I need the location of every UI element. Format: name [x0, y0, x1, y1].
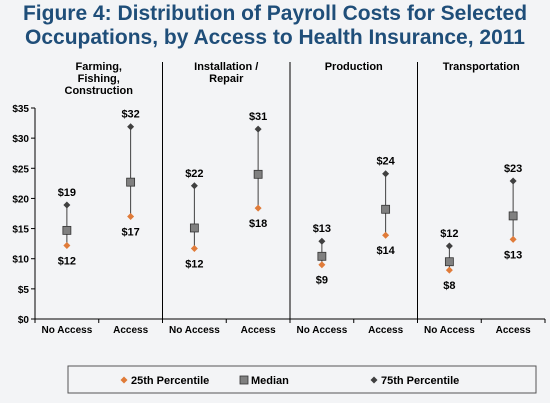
y-tick-label: $35 — [12, 104, 29, 115]
data-label-bottom: $12 — [58, 255, 76, 267]
data-label-bottom: $13 — [504, 249, 522, 261]
point-25th-percentile — [509, 235, 517, 243]
point-25th-percentile — [63, 241, 71, 249]
point-median — [317, 251, 327, 261]
data-label-bottom: $18 — [249, 218, 267, 230]
point-median — [381, 204, 391, 214]
point-median — [444, 257, 454, 267]
group-label: Construction — [65, 85, 134, 97]
legend-marker-25th-percentile — [120, 376, 128, 384]
category-label: Access — [368, 325, 403, 336]
category-label: No Access — [169, 325, 220, 336]
data-label-top: $23 — [504, 163, 522, 175]
legend-label: 75th Percentile — [381, 375, 459, 387]
point-75th-percentile — [445, 242, 453, 250]
group-label: Installation / — [194, 61, 258, 73]
category-label: No Access — [424, 325, 475, 336]
data-label-top: $31 — [249, 111, 267, 123]
group-label: Transportation — [443, 61, 520, 73]
category-label: Access — [496, 325, 531, 336]
point-75th-percentile — [63, 201, 71, 209]
point-median — [62, 225, 72, 235]
data-label-top: $13 — [313, 223, 331, 235]
category-label: Access — [113, 325, 148, 336]
legend-label: Median — [251, 375, 289, 387]
chart-title-line-1: Figure 4: Distribution of Payroll Costs … — [22, 2, 528, 25]
data-label-bottom: $14 — [376, 245, 395, 257]
point-75th-percentile — [190, 182, 198, 190]
data-label-top: $19 — [58, 187, 76, 199]
group-label: Production — [325, 61, 383, 73]
legend-box — [67, 365, 537, 394]
category-label: No Access — [296, 325, 347, 336]
point-25th-percentile — [254, 204, 262, 212]
data-label-bottom: $17 — [121, 227, 139, 239]
point-75th-percentile — [127, 123, 135, 131]
chart-title-line-2: Occupations, by Access to Health Insuran… — [25, 26, 525, 49]
group-label: Fishing, — [78, 73, 120, 85]
data-label-top: $24 — [376, 156, 395, 168]
y-tick-label: $15 — [12, 225, 29, 236]
data-label-bottom: $12 — [185, 258, 203, 270]
data-label-top: $32 — [121, 109, 139, 121]
point-25th-percentile — [382, 231, 390, 239]
point-25th-percentile — [445, 266, 453, 274]
point-75th-percentile — [318, 237, 326, 245]
y-tick-label: $10 — [12, 255, 29, 266]
category-label: Access — [241, 325, 276, 336]
point-75th-percentile — [254, 125, 262, 133]
point-median — [508, 211, 518, 221]
point-median — [253, 169, 263, 179]
legend-label: 25th Percentile — [131, 375, 209, 387]
data-label-bottom: $8 — [443, 280, 455, 292]
y-tick-label: $0 — [18, 315, 30, 326]
point-median — [189, 223, 199, 233]
group-label: Repair — [209, 73, 244, 85]
point-25th-percentile — [127, 213, 135, 221]
data-label-bottom: $9 — [316, 275, 328, 287]
point-25th-percentile — [190, 244, 198, 252]
y-tick-label: $20 — [12, 194, 29, 205]
legend-marker-median — [239, 375, 249, 385]
y-tick-label: $30 — [12, 134, 29, 145]
category-label: No Access — [41, 325, 92, 336]
point-25th-percentile — [318, 261, 326, 269]
point-75th-percentile — [509, 177, 517, 185]
data-label-top: $22 — [185, 168, 203, 180]
chart-title: Figure 4: Distribution of Payroll Costs … — [0, 2, 550, 50]
y-tick-label: $25 — [12, 164, 29, 175]
point-75th-percentile — [382, 170, 390, 178]
legend-marker-75th-percentile — [370, 376, 378, 384]
group-label: Farming, — [76, 61, 122, 73]
point-median — [126, 177, 136, 187]
y-tick-label: $5 — [18, 285, 30, 296]
data-label-top: $12 — [440, 228, 458, 240]
